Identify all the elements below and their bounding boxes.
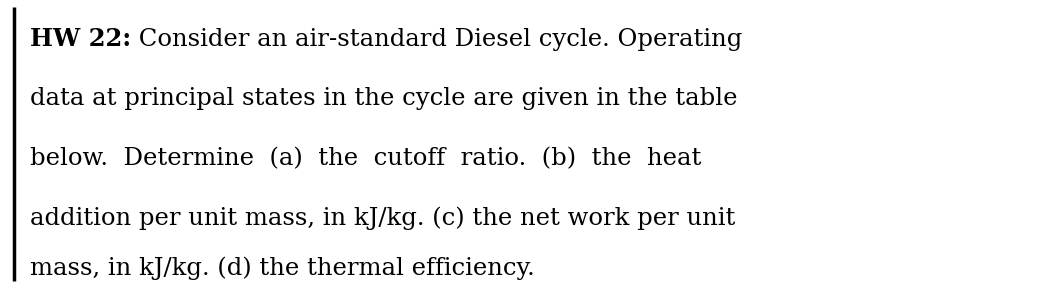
Text: below.  Determine  (a)  the  cutoff  ratio.  (b)  the  heat: below. Determine (a) the cutoff ratio. (… bbox=[30, 147, 702, 170]
Text: mass, in kJ/kg. (d) the thermal efficiency.: mass, in kJ/kg. (d) the thermal efficien… bbox=[30, 257, 536, 280]
Text: HW 22:: HW 22: bbox=[30, 26, 132, 51]
Text: Consider an air-standard Diesel cycle. Operating: Consider an air-standard Diesel cycle. O… bbox=[131, 28, 743, 51]
Text: addition per unit mass, in kJ/kg. (c) the net work per unit: addition per unit mass, in kJ/kg. (c) th… bbox=[30, 207, 736, 230]
Text: data at principal states in the cycle are given in the table: data at principal states in the cycle ar… bbox=[30, 88, 738, 111]
